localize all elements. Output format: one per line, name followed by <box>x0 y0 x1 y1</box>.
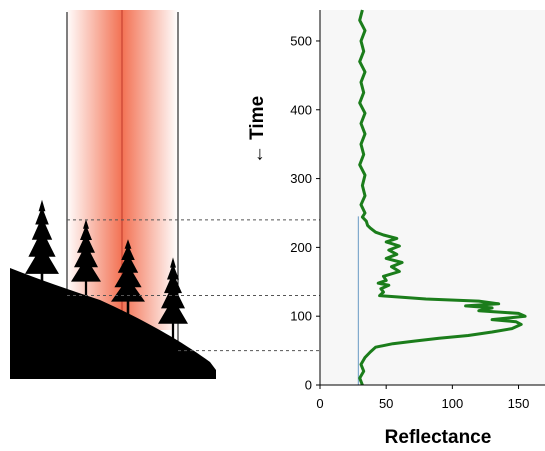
x-axis-label: Reflectance <box>385 427 492 448</box>
x-tick-label: 0 <box>316 396 323 411</box>
x-tick-label: 50 <box>379 396 393 411</box>
forest-illustration <box>10 10 216 379</box>
y-tick-label: 300 <box>290 171 312 186</box>
y-tick-label: 400 <box>290 102 312 117</box>
y-tick-label: 500 <box>290 33 312 48</box>
y-ticks: 0 100 200 300 400 500 <box>290 33 320 393</box>
y-tick-label: 200 <box>290 240 312 255</box>
reflectance-chart: 0 100 200 300 400 500 0 50 100 150 ← Time Reflec… <box>247 9 545 448</box>
y-axis-label: ← Time <box>247 96 268 164</box>
y-tick-label: 0 <box>305 378 312 393</box>
x-tick-label: 150 <box>508 396 530 411</box>
x-ticks: 0 50 100 150 <box>316 385 529 411</box>
reflectance-series-line <box>358 9 527 386</box>
y-tick-label: 100 <box>290 309 312 324</box>
x-tick-label: 100 <box>442 396 464 411</box>
plot-area <box>320 10 545 385</box>
hillside-ground <box>10 268 216 379</box>
